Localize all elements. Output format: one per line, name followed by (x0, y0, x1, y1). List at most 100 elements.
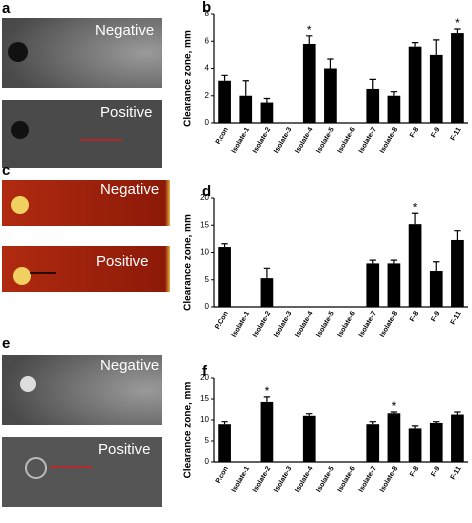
error-bar (263, 396, 271, 402)
x-tick-label: F-8 (409, 465, 420, 478)
well (25, 457, 47, 479)
photo (2, 437, 162, 507)
y-tick-label: 6 (205, 36, 210, 45)
x-tick-label: Isolate-4 (294, 310, 314, 338)
photo-label: Negative (95, 22, 154, 39)
panel-letter: e (2, 335, 10, 352)
error-bar (306, 413, 313, 416)
x-tick-label: Isolate-3 (273, 126, 293, 154)
photo-label: Positive (100, 104, 153, 121)
x-tick-label: P.Con (214, 310, 230, 330)
colony (11, 196, 29, 214)
x-tick-label: Isolate-4 (294, 126, 314, 154)
x-tick-label: Isolate-4 (294, 465, 314, 493)
annotation: * (392, 399, 397, 413)
x-tick-label: Isolate-1 (231, 310, 251, 338)
bar (260, 278, 274, 307)
error-bar (411, 42, 419, 47)
bar (451, 414, 464, 462)
colony (20, 376, 36, 392)
x-tick-label: Isolate-1 (231, 465, 251, 493)
x-tick-label: Isolate-3 (273, 310, 293, 338)
error-bar (221, 74, 228, 81)
y-tick-label: 20 (200, 193, 209, 202)
y-tick-label: 0 (205, 302, 210, 311)
bar (218, 424, 231, 462)
bar (387, 263, 401, 307)
y-tick-label: 5 (205, 275, 210, 284)
bar (324, 68, 337, 123)
bar (366, 88, 380, 123)
bar (451, 239, 464, 307)
bar (302, 43, 316, 123)
x-tick-label: Isolate-2 (252, 465, 272, 493)
bar (387, 95, 401, 123)
x-tick-label: Isolate-8 (379, 126, 399, 154)
x-tick-label: F-9 (430, 126, 441, 139)
x-tick-label: Isolate-8 (379, 310, 399, 338)
error-bar (369, 421, 376, 425)
y-axis-label: Clearance zone, mm (183, 30, 194, 127)
bar (366, 424, 380, 462)
y-tick-label: 0 (205, 457, 210, 466)
bar (366, 263, 380, 307)
y-tick-label: 20 (200, 373, 209, 382)
y-tick-label: 2 (205, 91, 210, 100)
bar (218, 80, 231, 123)
bar (429, 271, 443, 307)
error-bar (433, 261, 440, 272)
error-bar (242, 80, 249, 96)
error-bar (390, 259, 398, 264)
photo (2, 180, 170, 226)
x-tick-label: Isolate-1 (231, 126, 251, 154)
x-tick-label: Isolate-3 (273, 465, 293, 493)
bar (218, 247, 231, 307)
x-tick-label: Isolate-8 (379, 465, 399, 493)
photo-label: Positive (98, 441, 151, 458)
error-bar (327, 58, 334, 69)
panel-letter: d (202, 183, 211, 200)
error-bar (411, 212, 419, 225)
annotation: * (265, 384, 270, 398)
photo (2, 246, 170, 292)
y-axis-label: Clearance zone, mm (183, 214, 194, 311)
bar (260, 401, 274, 462)
x-tick-label: Isolate-5 (315, 126, 335, 154)
bar (260, 102, 274, 123)
y-tick-label: 5 (205, 436, 210, 445)
bar (429, 54, 443, 123)
bar (408, 428, 422, 462)
error-bar (306, 35, 313, 44)
x-tick-label: Isolate-6 (337, 126, 357, 154)
y-tick-label: 4 (205, 64, 210, 73)
bar (387, 413, 401, 462)
error-bar (221, 421, 228, 425)
error-bar (221, 243, 228, 248)
error-bar (369, 259, 376, 264)
x-tick-label: F-11 (450, 465, 463, 481)
error-bar (263, 267, 271, 279)
x-tick-label: Isolate-5 (315, 310, 335, 338)
y-axis-label: Clearance zone, mm (183, 382, 194, 479)
photo (2, 18, 162, 88)
bar (239, 95, 253, 123)
bar (408, 46, 422, 124)
bar (451, 33, 464, 124)
bar (429, 422, 443, 462)
y-tick-label: 10 (200, 248, 209, 257)
x-tick-label: P.con (215, 126, 230, 145)
colony (13, 267, 31, 285)
panel-letter: f (202, 363, 208, 380)
x-tick-label: F-8 (409, 310, 420, 323)
photo-label: Negative (100, 181, 159, 198)
annotation: * (455, 16, 460, 30)
error-bar (433, 39, 440, 55)
photo-label: Negative (100, 357, 159, 374)
panel-letter: a (2, 0, 11, 17)
x-tick-label: Isolate-2 (252, 126, 272, 154)
error-bar (433, 421, 440, 423)
error-bar (454, 230, 461, 240)
x-tick-label: Isolate-7 (358, 310, 378, 338)
y-tick-label: 15 (200, 394, 209, 403)
error-bar (411, 425, 419, 429)
